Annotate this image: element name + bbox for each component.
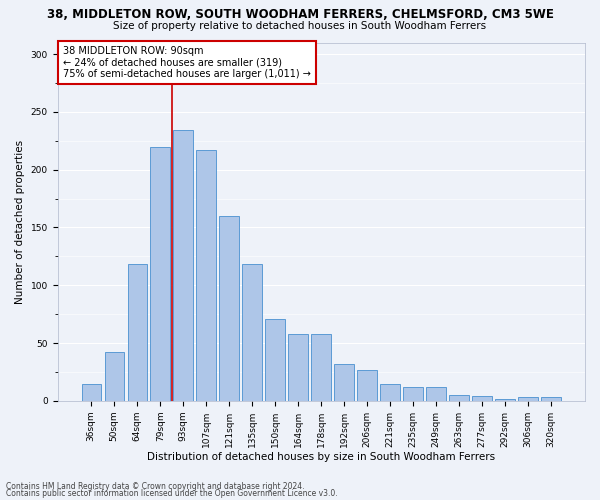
Bar <box>196 150 216 401</box>
Bar <box>128 264 147 401</box>
Text: 38, MIDDLETON ROW, SOUTH WOODHAM FERRERS, CHELMSFORD, CM3 5WE: 38, MIDDLETON ROW, SOUTH WOODHAM FERRERS… <box>47 8 553 20</box>
Text: Contains HM Land Registry data © Crown copyright and database right 2024.: Contains HM Land Registry data © Crown c… <box>6 482 305 491</box>
Bar <box>151 146 170 401</box>
Bar <box>82 384 101 401</box>
Text: Contains public sector information licensed under the Open Government Licence v3: Contains public sector information licen… <box>6 490 338 498</box>
Bar <box>518 398 538 401</box>
Bar <box>449 395 469 401</box>
Bar <box>541 398 561 401</box>
Bar <box>289 334 308 401</box>
Bar <box>265 319 285 401</box>
Bar <box>220 216 239 401</box>
X-axis label: Distribution of detached houses by size in South Woodham Ferrers: Distribution of detached houses by size … <box>147 452 496 462</box>
Bar <box>496 398 515 401</box>
Text: 38 MIDDLETON ROW: 90sqm
← 24% of detached houses are smaller (319)
75% of semi-d: 38 MIDDLETON ROW: 90sqm ← 24% of detache… <box>63 46 311 80</box>
Bar <box>472 396 492 401</box>
Bar <box>380 384 400 401</box>
Bar <box>104 352 124 401</box>
Y-axis label: Number of detached properties: Number of detached properties <box>15 140 25 304</box>
Bar <box>311 334 331 401</box>
Bar <box>358 370 377 401</box>
Bar <box>242 264 262 401</box>
Bar <box>427 387 446 401</box>
Text: Size of property relative to detached houses in South Woodham Ferrers: Size of property relative to detached ho… <box>113 21 487 31</box>
Bar <box>173 130 193 401</box>
Bar <box>403 387 423 401</box>
Bar <box>334 364 354 401</box>
